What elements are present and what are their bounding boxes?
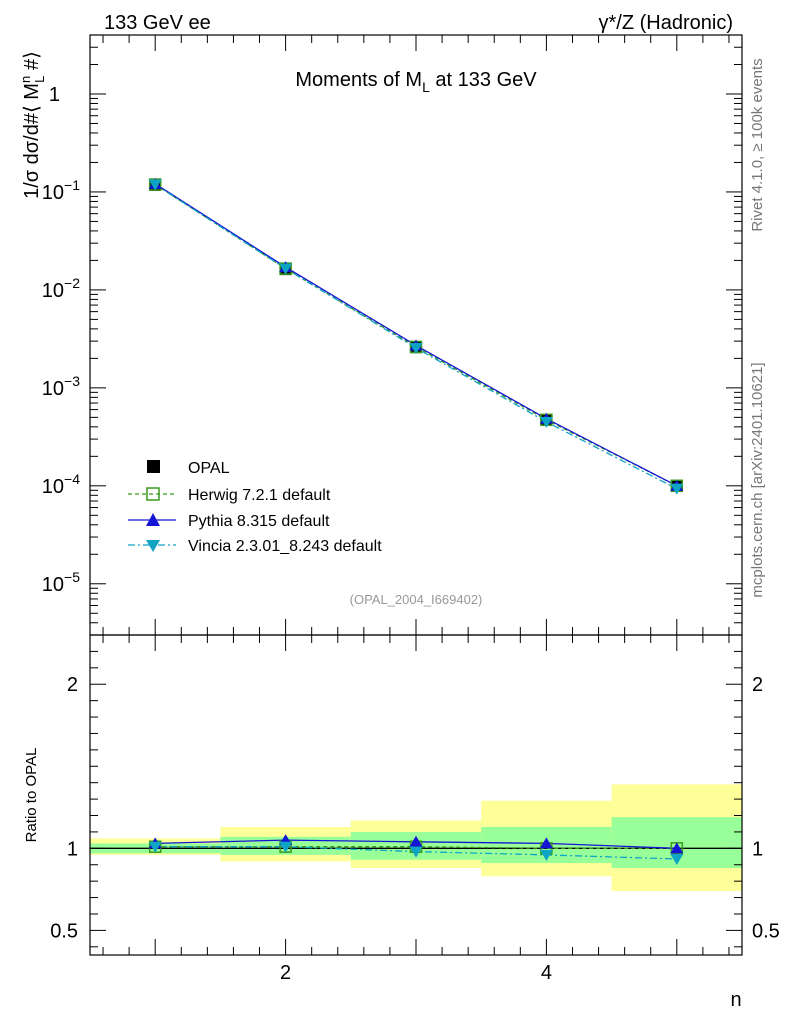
main-ytick-label: 10−4 — [42, 471, 80, 498]
main-ticks — [90, 34, 742, 636]
ratio-point-pythia — [539, 837, 553, 849]
ratio-xtick-label: 2 — [280, 962, 291, 984]
ratio-ytick-label-right: 0.5 — [752, 920, 780, 942]
ratio-y-axis-label: Ratio to OPAL — [23, 748, 40, 843]
main-point-vincia — [148, 179, 162, 191]
main-ytick-label: 10−5 — [42, 569, 80, 596]
main-point-vincia — [539, 416, 553, 428]
ratio-ytick-label-right: 2 — [752, 674, 763, 696]
ratio-ticks — [90, 635, 742, 955]
main-ytick-label: 10−3 — [42, 373, 80, 400]
ratio-ytick-labels: 0.5 0.5 1 1 2 2 — [50, 674, 780, 942]
ratio-ytick-label-left: 1 — [67, 838, 78, 860]
main-ytick-label: 1 — [49, 84, 60, 106]
ratio-point-vincia — [409, 846, 423, 858]
legend: OPAL Herwig 7.2.1 default Pythia 8.315 d… — [128, 460, 382, 555]
legend-label-herwig: Herwig 7.2.1 default — [188, 487, 331, 504]
main-point-vincia — [279, 263, 293, 275]
ratio-point-vincia — [279, 841, 293, 853]
ratio-point-pythia — [409, 835, 423, 847]
ratio-ytick-label-right: 1 — [752, 838, 763, 860]
ratio-xtick-label: 4 — [541, 962, 552, 984]
ratio-ytick-label-left: 2 — [67, 674, 78, 696]
main-ytick-label: 10−1 — [42, 177, 80, 204]
legend-label-pythia: Pythia 8.315 default — [188, 513, 330, 530]
main-line-herwig — [154, 183, 678, 487]
legend-label-opal: OPAL — [188, 460, 230, 477]
main-point-vincia — [670, 483, 684, 495]
svg-text:1/σ dσ/d#⟨ MnL #⟩: 1/σ dσ/d#⟨ MnL #⟩ — [18, 51, 47, 199]
ratio-point-vincia — [148, 841, 162, 853]
process-energy-label: 133 GeV ee — [104, 12, 211, 34]
main-y-axis-label: 1/σ dσ/d#⟨ MnL #⟩ — [18, 51, 47, 199]
legend-marker-opal — [147, 460, 160, 473]
chart-title: Moments of ML at 133 GeV — [295, 69, 537, 95]
x-axis-label: n — [730, 989, 741, 1011]
main-line-pythia — [154, 183, 678, 487]
ratio-point-vincia — [670, 854, 684, 865]
main-point-vincia — [409, 343, 423, 355]
legend-marker-herwig — [146, 487, 160, 501]
legend-marker-pythia — [146, 513, 160, 526]
rivet-version-label: Rivet 4.1.0, ≥ 100k events — [749, 58, 766, 231]
ratio-point-pythia — [670, 842, 684, 854]
main-panel: 1 10−1 10−2 10−3 10−4 10−5 Moments of ML at 1… — [18, 34, 743, 636]
ratio-point-vincia — [539, 849, 553, 861]
mcplots-label: mcplots.cern.ch [arXiv:2401.10621] — [749, 362, 766, 597]
main-data-layer — [148, 177, 684, 495]
legend-label-vincia: Vincia 2.3.01_8.243 default — [188, 538, 382, 555]
legend-marker-vincia — [146, 540, 160, 552]
ratio-data-layer — [90, 784, 742, 891]
main-ytick-label: 10−2 — [42, 275, 80, 302]
ratio-ytick-label-left: 0.5 — [50, 920, 78, 942]
main-ytick-labels: 1 10−1 10−2 10−3 10−4 10−5 — [42, 84, 80, 596]
main-line-vincia — [154, 183, 678, 490]
process-type-label: γ*/Z (Hadronic) — [599, 12, 733, 34]
analysis-id-label: (OPAL_2004_I669402) — [350, 592, 483, 607]
